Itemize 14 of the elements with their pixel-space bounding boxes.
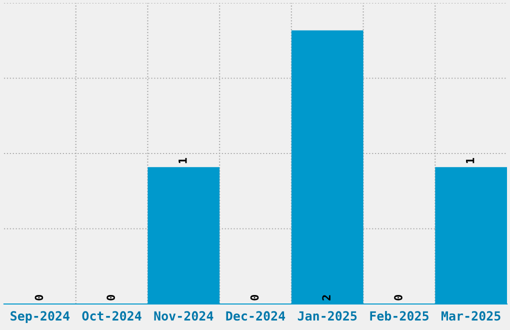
data-label: 0 (34, 294, 44, 300)
x-tick-label: Sep-2024 (10, 311, 70, 324)
data-label: 1 (466, 158, 474, 164)
x-tick-label: Feb-2025 (370, 310, 428, 321)
x-tick-label: Nov-2024 (154, 311, 214, 321)
x-tick-label: Jan-2025 (298, 311, 357, 321)
data-label: 0 (250, 294, 259, 300)
data-label: 1 (178, 158, 187, 164)
data-label: 2 (322, 295, 330, 300)
data-label: 0 (106, 294, 116, 300)
x-tick-label: Oct-2024 (82, 311, 142, 321)
x-tick-label: Dec-2024 (226, 311, 286, 321)
data-label: 0 (394, 294, 402, 300)
x-tick-label: Mar-2025 (441, 311, 500, 321)
